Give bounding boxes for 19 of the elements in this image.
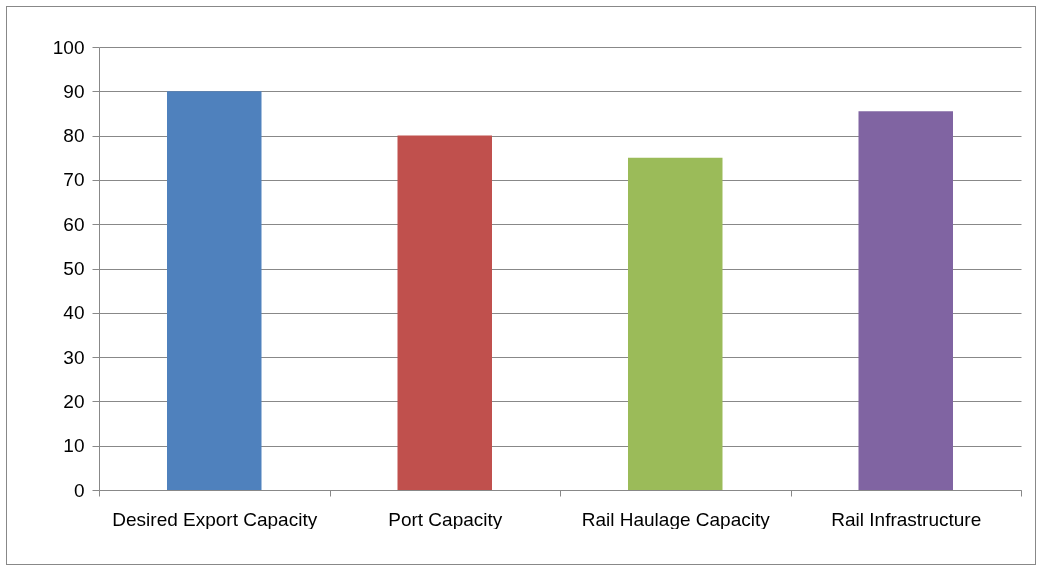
x-tick-label: Desired Export Capacity [112, 508, 318, 530]
x-tick-label: Rail Haulage Capacity [581, 508, 771, 530]
bar [858, 111, 953, 490]
x-tick-label: Rail Infrastructure [831, 508, 982, 530]
bar [167, 91, 262, 490]
y-tick-label: 0 [73, 479, 85, 501]
y-tick-label: 80 [63, 125, 85, 147]
y-tick-label: 30 [63, 346, 85, 368]
y-tick-label: 90 [63, 80, 85, 102]
y-tick-label: 100 [52, 36, 85, 58]
bar [628, 157, 723, 490]
bar [397, 135, 492, 490]
y-tick-label: 60 [63, 213, 85, 235]
y-tick-label: 20 [63, 390, 85, 412]
y-tick-label: 50 [63, 258, 85, 279]
y-tick-label: 40 [63, 302, 85, 324]
y-tick-label: 70 [63, 169, 85, 191]
y-tick-label: 10 [63, 435, 85, 457]
x-tick-label: Port Capacity [388, 508, 503, 530]
